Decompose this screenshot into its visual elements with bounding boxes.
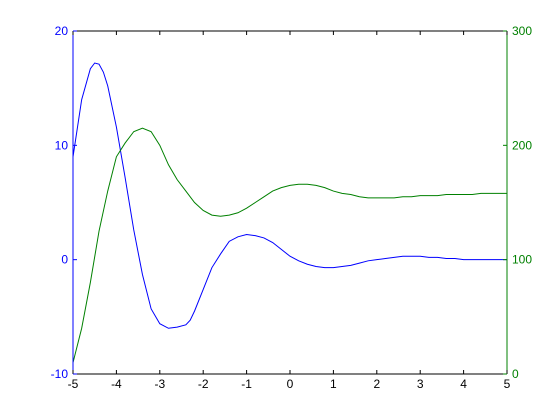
x-tick-label: -4 xyxy=(111,377,122,391)
series-layer xyxy=(72,62,507,363)
right-y-tick-label: 300 xyxy=(512,24,532,38)
x-tick-label: 2 xyxy=(373,377,380,391)
left-y-tick-label: -10 xyxy=(51,367,69,381)
right-y-tick-label: 100 xyxy=(512,253,532,267)
x-tick-label: -1 xyxy=(241,377,252,391)
x-tick-label: -3 xyxy=(154,377,165,391)
right-y-tick-label: 200 xyxy=(512,138,532,152)
x-tick-label: 5 xyxy=(504,377,511,391)
right-y-tick-label: 0 xyxy=(512,367,519,381)
x-tick-label: -5 xyxy=(68,377,79,391)
series-line-right-axis xyxy=(72,127,507,363)
series-line-left-axis xyxy=(72,62,507,329)
x-tick-label: 1 xyxy=(330,377,337,391)
left-y-tick-label: 20 xyxy=(55,24,69,38)
x-tick-label: 3 xyxy=(417,377,424,391)
left-y-tick-label: 10 xyxy=(55,138,69,152)
x-tick-label: -2 xyxy=(198,377,209,391)
x-tick-label: 0 xyxy=(287,377,294,391)
left-y-tick-label: 0 xyxy=(61,253,68,267)
x-tick-label: 4 xyxy=(460,377,467,391)
plot-area xyxy=(73,31,507,374)
